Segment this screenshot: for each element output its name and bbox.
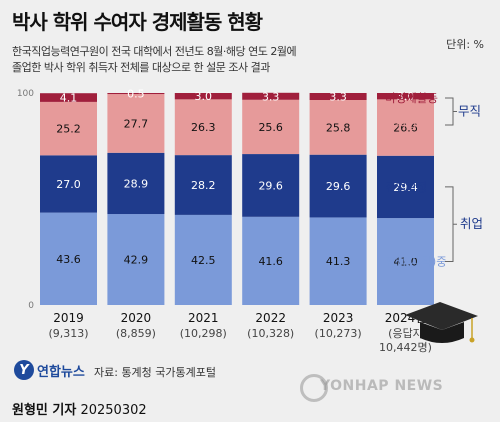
bar-segment xyxy=(174,93,232,100)
legend-label: 취업확정 xyxy=(385,180,427,194)
respondent-count: (응답자 xyxy=(388,327,423,340)
data-label: 28.9 xyxy=(124,177,149,190)
bar-segment xyxy=(174,214,232,305)
y-tick-label: 0 xyxy=(28,301,34,311)
bar-segment xyxy=(107,214,165,305)
legend-label: 비경제활동 xyxy=(385,91,438,105)
data-label: 4.1 xyxy=(60,92,78,105)
chart-subtitle: 한국직업능력연구원이 전국 대학에서 전년도 8월·해당 연도 2월에 졸업한 … xyxy=(12,45,297,74)
data-label: 27.7 xyxy=(124,117,149,130)
bar-segment xyxy=(107,93,165,95)
bar-segment xyxy=(242,154,300,217)
bar-segment xyxy=(309,99,367,155)
data-label: 25.2 xyxy=(56,123,81,136)
data-label: 3.3 xyxy=(262,90,280,103)
group-label: 취업 xyxy=(460,216,483,231)
data-label: 26.6 xyxy=(393,122,418,135)
x-tick-label: 2021 xyxy=(188,311,219,325)
data-label: 3.3 xyxy=(329,90,347,103)
data-label: 29.6 xyxy=(326,180,351,193)
data-label: 42.9 xyxy=(124,254,149,267)
group-label: 무직 xyxy=(458,104,481,119)
yonhap-logo-icon: Y xyxy=(14,360,34,380)
data-label: 43.6 xyxy=(56,253,81,266)
data-label: 29.4 xyxy=(393,181,418,194)
bar-segment xyxy=(242,99,300,155)
graduation-cap-icon xyxy=(405,302,478,343)
bar-segment xyxy=(40,212,97,305)
bar-segment xyxy=(242,216,300,305)
data-label: 0.5 xyxy=(127,88,145,101)
bar-segment xyxy=(377,93,434,100)
bar-segment xyxy=(309,217,367,305)
respondent-count: 10,442명) xyxy=(379,341,432,354)
x-tick-label: 2019 xyxy=(53,311,84,325)
chart-title: 박사 학위 수여자 경제활동 현황 xyxy=(12,10,263,34)
respondent-count: (10,328) xyxy=(247,327,294,340)
data-label: 3.0 xyxy=(195,90,213,103)
x-tick-label: 2023 xyxy=(323,311,354,325)
group-bracket xyxy=(445,97,454,126)
data-label: 25.6 xyxy=(258,121,283,134)
data-label: 27.0 xyxy=(56,178,81,191)
byline-date: 20250302 xyxy=(80,403,147,418)
legend-label: 미취업 xyxy=(385,118,417,132)
data-label: 26.3 xyxy=(191,121,216,134)
respondent-count: (8,859) xyxy=(116,327,156,340)
data-label: 28.2 xyxy=(191,179,216,192)
bar-segment xyxy=(174,99,232,156)
data-label: 3.0 xyxy=(397,90,415,103)
bar-segment xyxy=(40,93,97,102)
bar-segment xyxy=(377,155,434,219)
watermark: YONHAP NEWS xyxy=(320,378,444,394)
data-label: 29.6 xyxy=(258,179,283,192)
watermark-circle-icon xyxy=(300,374,328,402)
group-bracket xyxy=(445,186,454,263)
bar-segment xyxy=(309,154,367,218)
yonhap-logo: Y 연합뉴스 xyxy=(14,360,85,380)
respondent-count: (10,273) xyxy=(315,327,362,340)
bar-segment xyxy=(309,93,367,100)
respondent-count: (9,313) xyxy=(48,327,88,340)
legend-label: 취업(재직)중 xyxy=(385,255,447,269)
bar-segment xyxy=(107,152,165,215)
bar-segment xyxy=(174,155,232,215)
x-tick-label: 2022 xyxy=(255,311,286,325)
y-tick-label: 100 xyxy=(17,89,34,99)
respondent-count: (10,298) xyxy=(180,327,227,340)
unit-label: 단위: % xyxy=(446,38,484,51)
yonhap-logo-text: 연합뉴스 xyxy=(37,364,85,380)
data-label: 41.6 xyxy=(258,255,283,268)
data-label: 41.3 xyxy=(326,255,351,268)
source-note: 자료: 통계청 국가통계포털 xyxy=(94,366,217,379)
bar-segment xyxy=(242,92,300,100)
x-tick-label: 2020 xyxy=(121,311,152,325)
bar-segment xyxy=(107,94,165,153)
data-label: 25.8 xyxy=(326,121,351,134)
bar-segment xyxy=(377,99,434,156)
data-label: 42.5 xyxy=(191,254,216,267)
stacked-bar-chart: 0 100 43.6 27.0 25.2 4.1 2019 (9,313) 42.9 28.9 27… xyxy=(17,88,483,354)
bar-segment xyxy=(40,155,97,213)
byline-name: 원형민 기자 xyxy=(12,403,77,418)
byline: 원형민 기자 20250302 xyxy=(12,399,147,418)
bar-segment xyxy=(377,218,434,305)
bar-segment xyxy=(40,101,97,156)
data-label: 41.0 xyxy=(393,256,418,269)
